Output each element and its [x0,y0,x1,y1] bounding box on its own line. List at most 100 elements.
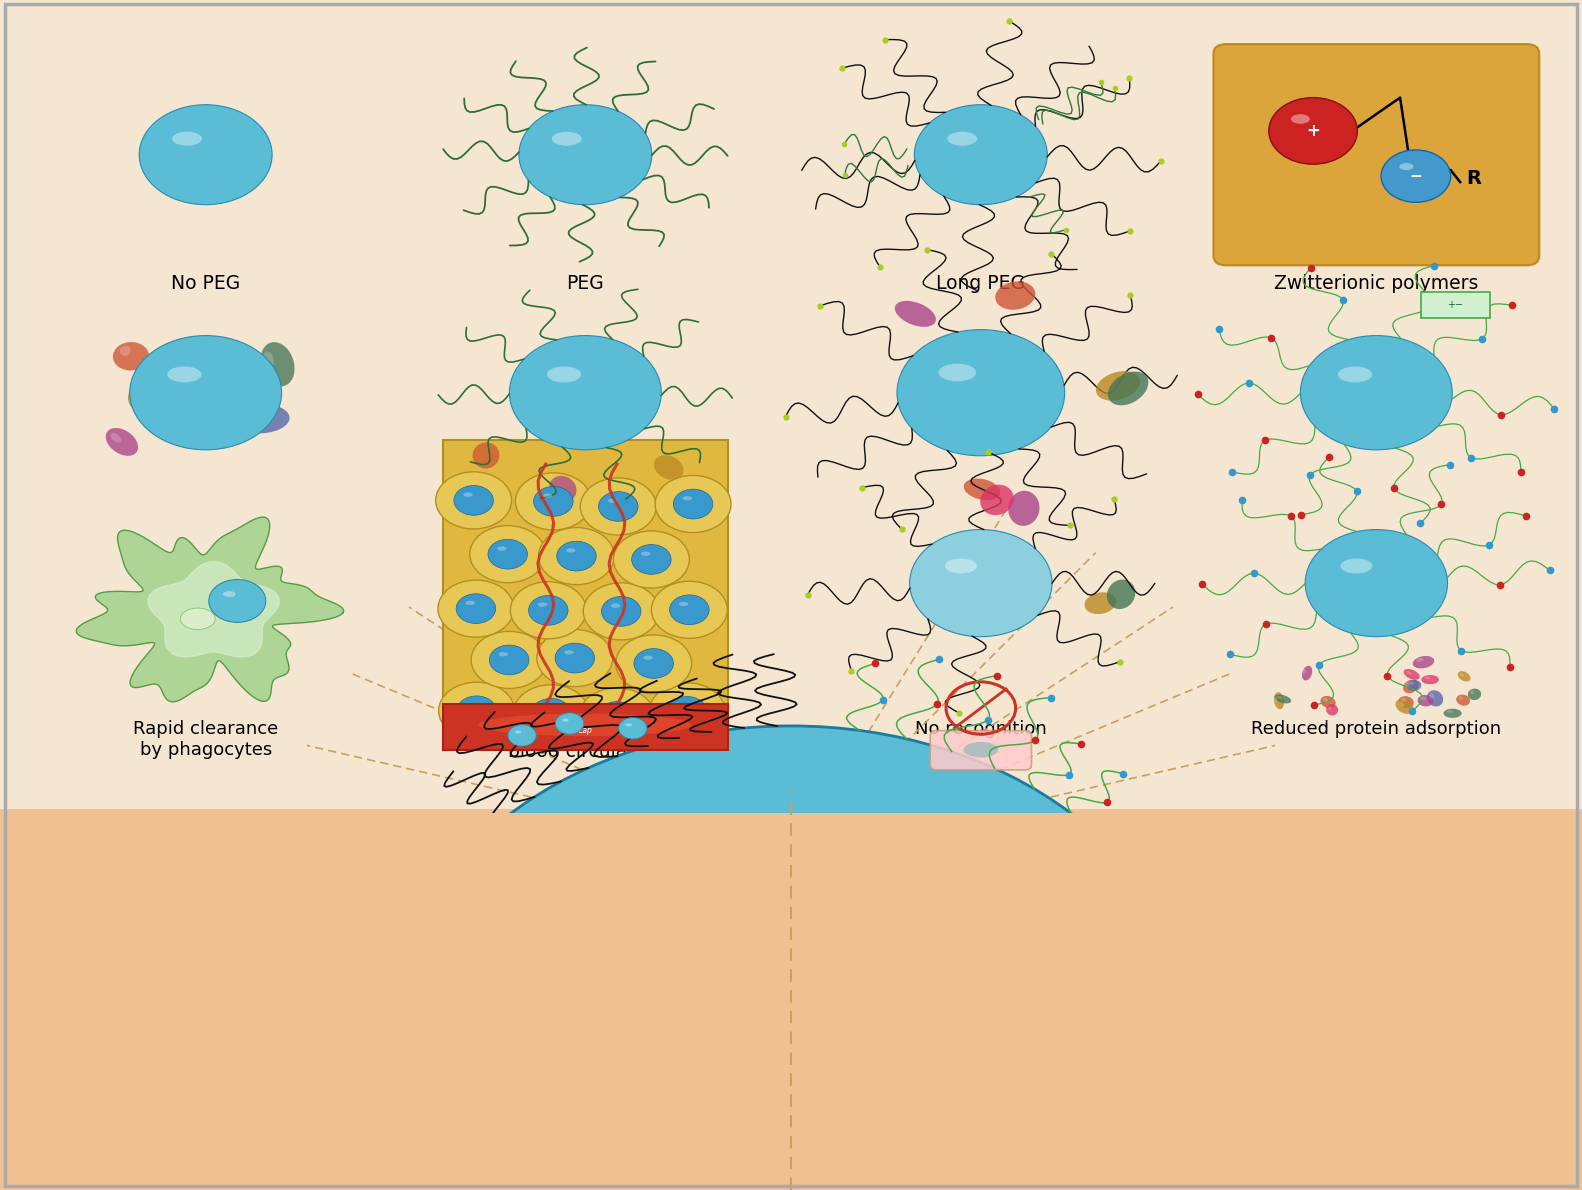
Circle shape [532,699,571,728]
Ellipse shape [938,364,976,381]
Ellipse shape [497,546,506,551]
Circle shape [509,336,661,450]
Ellipse shape [153,369,191,397]
Circle shape [910,530,1052,637]
Circle shape [528,595,568,625]
Bar [0,809,1582,1190]
Ellipse shape [242,408,263,418]
Ellipse shape [641,552,650,556]
Ellipse shape [264,351,274,367]
Ellipse shape [180,608,215,630]
Ellipse shape [1096,371,1141,401]
Ellipse shape [223,591,236,597]
Ellipse shape [607,499,617,503]
Circle shape [516,472,592,530]
Circle shape [555,713,584,734]
Ellipse shape [1340,558,1373,574]
Ellipse shape [1429,693,1435,699]
Text: Long PEG: Long PEG [937,274,1025,293]
Ellipse shape [133,388,142,399]
Circle shape [1300,336,1452,450]
Ellipse shape [552,132,582,145]
FancyBboxPatch shape [1421,292,1490,318]
Ellipse shape [1291,114,1310,124]
Ellipse shape [1398,696,1414,708]
Ellipse shape [1323,697,1327,702]
Ellipse shape [1403,679,1419,694]
Circle shape [456,594,495,624]
Ellipse shape [1427,690,1443,707]
Circle shape [914,105,1047,205]
Ellipse shape [1302,669,1305,675]
Text: Reduced protein adsorption: Reduced protein adsorption [1251,720,1501,738]
Circle shape [470,526,546,583]
Ellipse shape [1008,490,1039,526]
Circle shape [1381,150,1451,202]
Ellipse shape [590,878,756,942]
Polygon shape [76,518,343,702]
Ellipse shape [1338,367,1372,382]
Ellipse shape [1107,580,1136,609]
Ellipse shape [464,493,473,497]
Circle shape [669,595,709,625]
Ellipse shape [1400,163,1414,170]
Ellipse shape [1424,676,1430,679]
Ellipse shape [1274,695,1291,703]
Circle shape [489,645,528,675]
Text: Rapid clearance
by phagocytes: Rapid clearance by phagocytes [133,720,278,759]
Ellipse shape [606,708,615,713]
Ellipse shape [1403,669,1419,679]
Circle shape [487,539,527,569]
Text: No PEG: No PEG [171,274,240,293]
Circle shape [536,630,612,687]
Ellipse shape [1470,690,1474,694]
Ellipse shape [1468,689,1481,700]
Ellipse shape [948,132,978,145]
Ellipse shape [1302,665,1311,681]
Text: Zwitterionic polymers: Zwitterionic polymers [1274,274,1479,293]
Text: PEG: PEG [566,274,604,293]
Text: +: + [1307,121,1319,140]
Circle shape [454,486,494,515]
Circle shape [614,531,690,588]
Ellipse shape [1274,693,1285,709]
Text: Prolonged
blood circulation: Prolonged blood circulation [508,720,663,760]
FancyBboxPatch shape [443,704,728,750]
Circle shape [601,596,641,626]
Circle shape [1305,530,1448,637]
Ellipse shape [644,656,653,660]
FancyBboxPatch shape [930,731,1031,770]
Ellipse shape [473,443,500,469]
Ellipse shape [233,403,290,433]
Circle shape [1269,98,1357,164]
Circle shape [538,527,614,584]
Ellipse shape [1406,671,1411,675]
Ellipse shape [1460,674,1463,677]
Ellipse shape [1107,371,1149,406]
Ellipse shape [1416,658,1424,662]
Ellipse shape [261,342,294,387]
Circle shape [519,105,652,205]
Circle shape [508,725,536,746]
Ellipse shape [1459,696,1463,700]
Ellipse shape [1421,696,1425,700]
Ellipse shape [1413,656,1435,669]
Circle shape [584,583,660,640]
Ellipse shape [1457,695,1470,706]
Ellipse shape [1321,696,1335,708]
Circle shape [209,580,266,622]
Ellipse shape [168,367,201,382]
Circle shape [435,472,511,530]
Ellipse shape [653,456,683,480]
Circle shape [533,487,573,516]
Circle shape [674,489,713,519]
Ellipse shape [538,602,547,607]
Ellipse shape [1398,702,1405,707]
Ellipse shape [1421,675,1440,684]
Bar [0,0,1582,809]
Ellipse shape [895,301,937,327]
Circle shape [634,649,674,678]
Ellipse shape [498,652,508,657]
Circle shape [396,726,1186,1190]
Circle shape [615,635,691,693]
